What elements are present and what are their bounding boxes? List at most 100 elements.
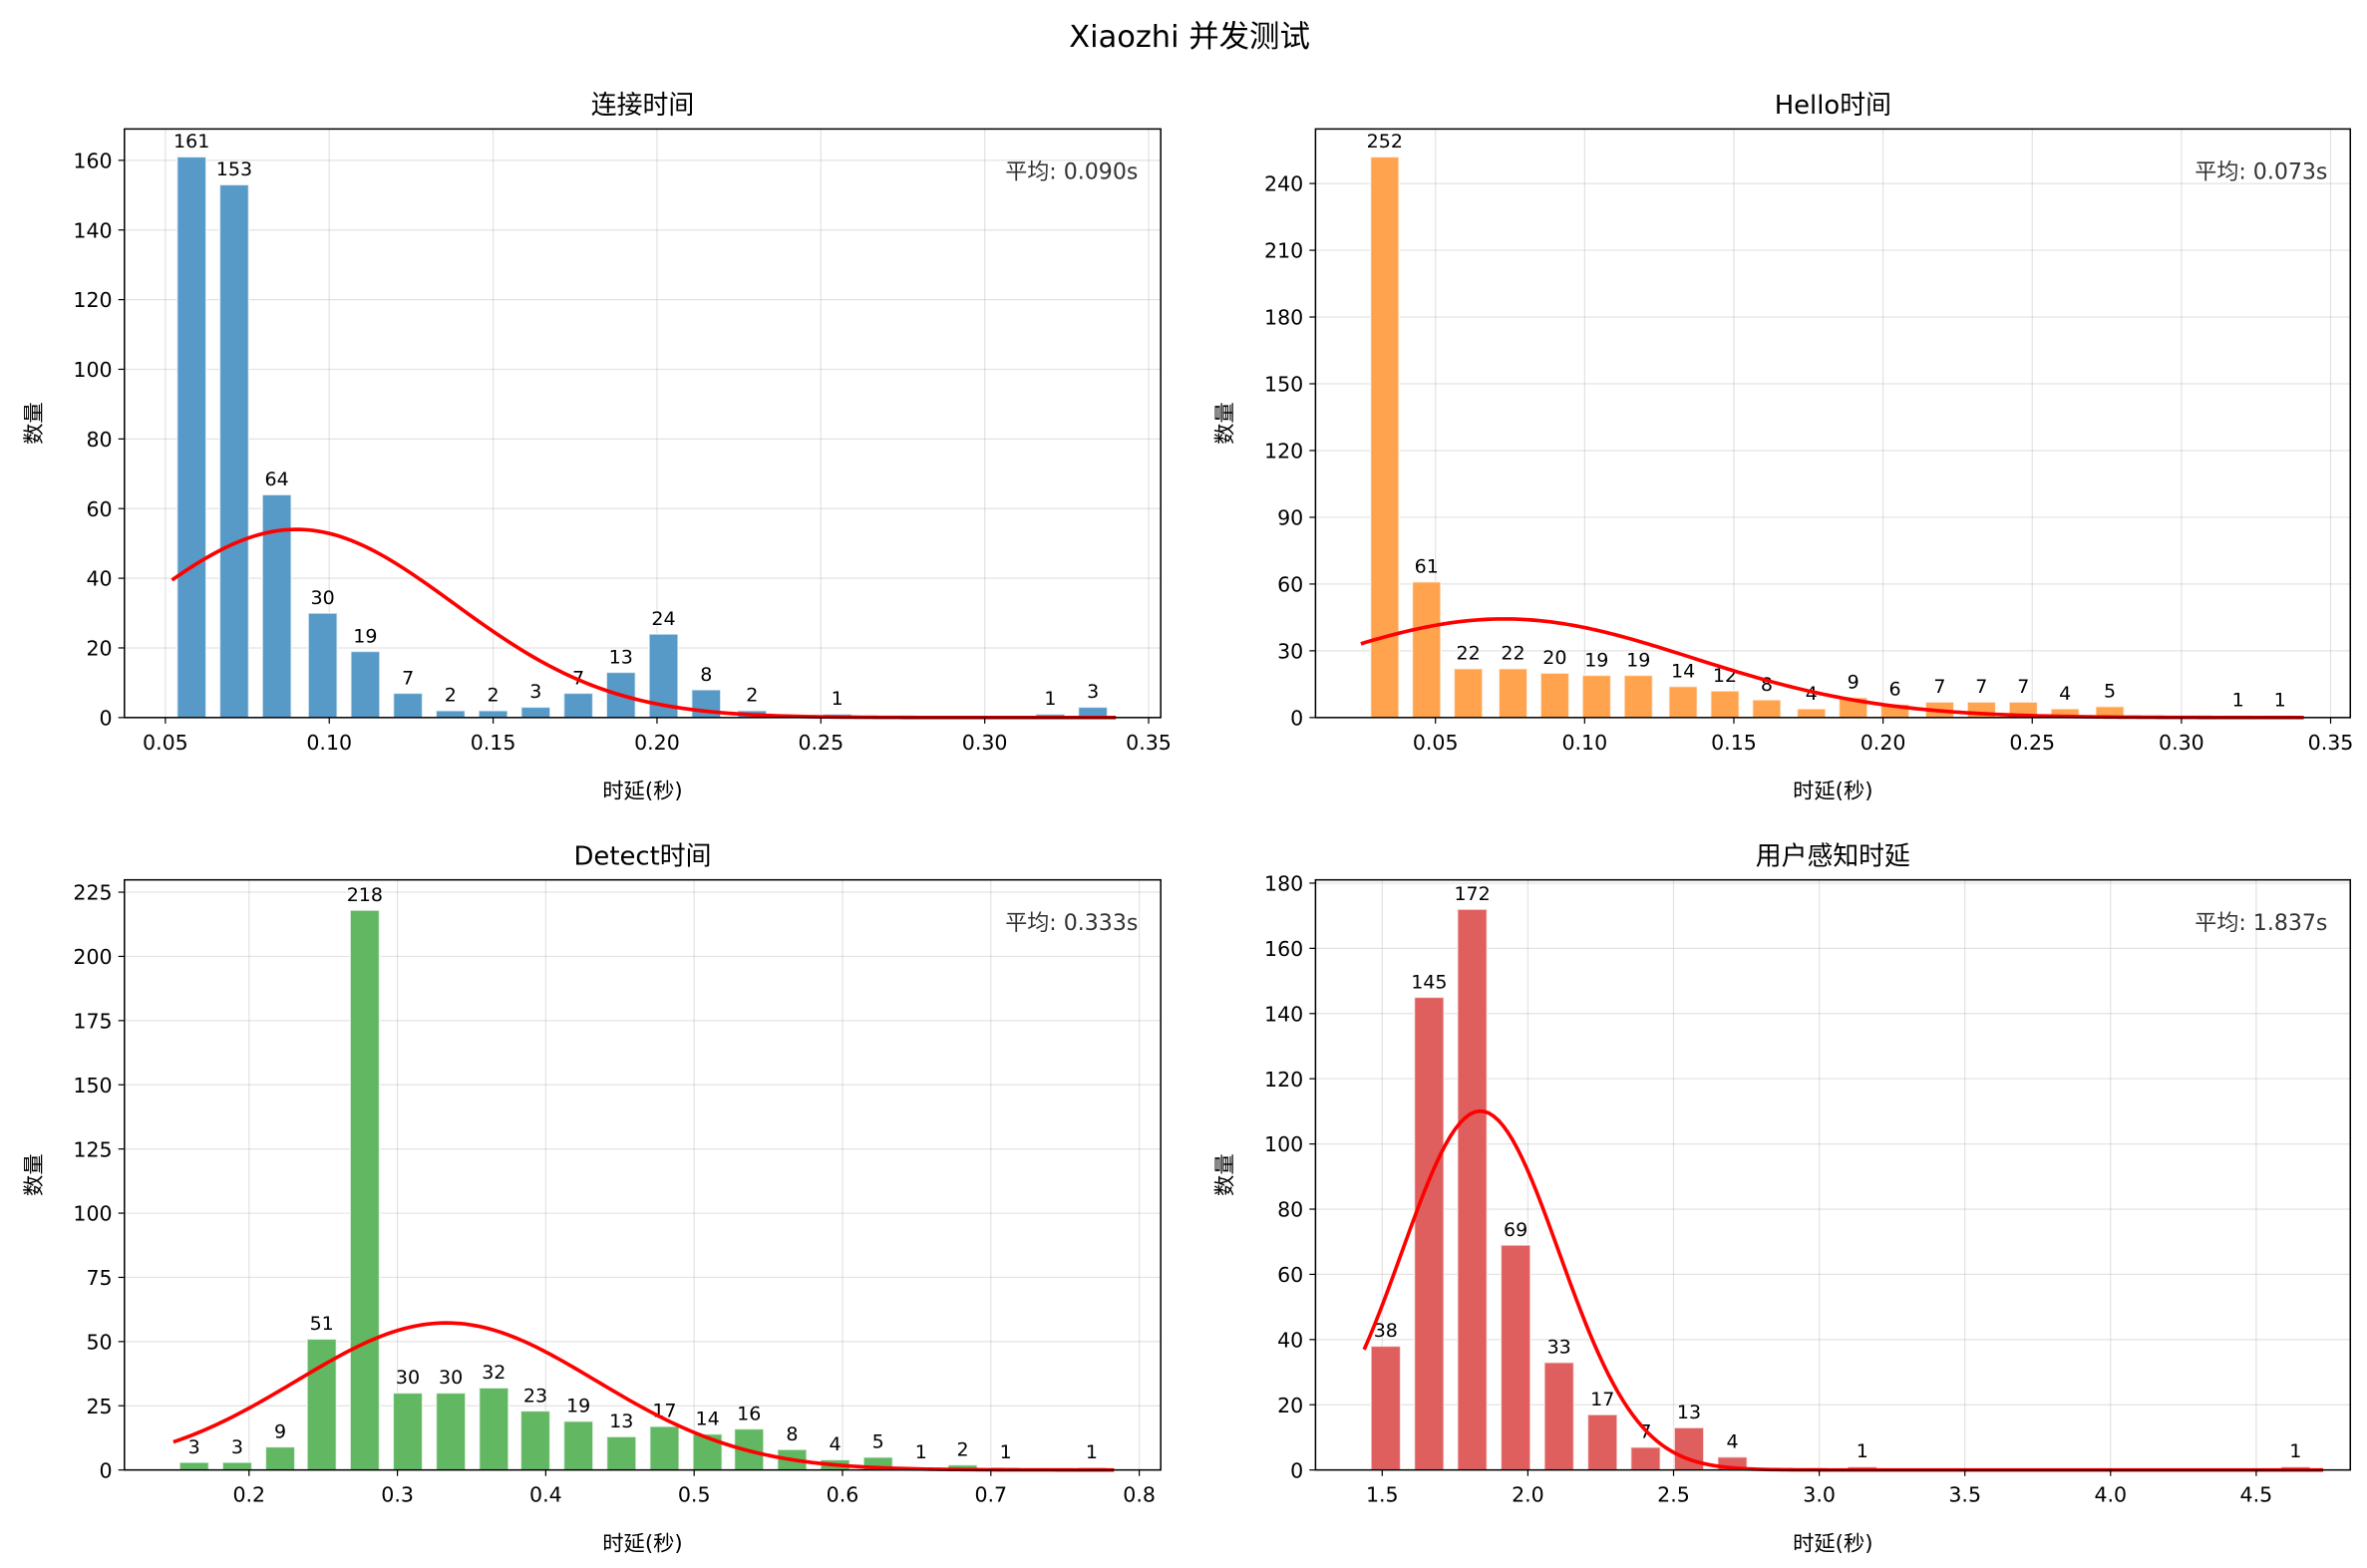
bar-value-label: 33 bbox=[1547, 1337, 1571, 1359]
bar-value-label: 1 bbox=[2289, 1440, 2301, 1462]
subplot-title: Hello时间 bbox=[1775, 91, 1891, 121]
subplot-title: 用户感知时延 bbox=[1756, 841, 1910, 871]
bar-value-label: 9 bbox=[274, 1420, 286, 1442]
y-tick-label: 90 bbox=[1277, 506, 1303, 530]
bar-value-label: 9 bbox=[1848, 672, 1860, 694]
x-tick-label: 0.2 bbox=[232, 1483, 265, 1507]
x-tick-label: 1.5 bbox=[1366, 1483, 1399, 1507]
y-tick-label: 20 bbox=[86, 637, 112, 661]
bar bbox=[1413, 996, 1445, 1471]
y-tick-label: 20 bbox=[1277, 1394, 1303, 1417]
bar-value-label: 3 bbox=[231, 1436, 243, 1458]
y-tick-label: 30 bbox=[1277, 639, 1303, 663]
x-tick-label: 3.5 bbox=[1948, 1483, 1981, 1507]
x-tick-label: 3.0 bbox=[1803, 1483, 1836, 1507]
figure-title: Xiaozhi 并发测试 bbox=[1069, 20, 1310, 55]
bar bbox=[175, 156, 207, 719]
bar-value-label: 64 bbox=[265, 469, 289, 490]
bar-value-label: 69 bbox=[1504, 1219, 1527, 1241]
y-tick-label: 160 bbox=[1264, 937, 1303, 961]
subplot-title: Detect时间 bbox=[574, 841, 712, 871]
x-tick-label: 0.15 bbox=[1711, 731, 1757, 755]
bar bbox=[264, 1445, 296, 1471]
y-axis-label: 数量 bbox=[1213, 402, 1238, 445]
bar-value-label: 3 bbox=[529, 681, 541, 703]
bar bbox=[350, 650, 381, 719]
bar-value-label: 1 bbox=[832, 688, 844, 710]
y-tick-label: 25 bbox=[86, 1395, 112, 1418]
bar bbox=[605, 1435, 637, 1471]
y-tick-label: 210 bbox=[1264, 239, 1303, 263]
bar-value-label: 20 bbox=[1542, 647, 1566, 669]
x-tick-label: 0.20 bbox=[1860, 731, 1906, 755]
x-tick-label: 0.8 bbox=[1123, 1483, 1156, 1507]
axes-frame bbox=[1314, 878, 2352, 1471]
bar-value-label: 5 bbox=[2104, 681, 2116, 703]
x-tick-label: 0.6 bbox=[827, 1483, 859, 1507]
bar-value-label: 22 bbox=[1457, 643, 1481, 665]
y-tick-label: 80 bbox=[86, 428, 112, 452]
mean-annotation: 平均: 0.333s bbox=[1005, 911, 1138, 936]
bar-value-label: 32 bbox=[482, 1362, 506, 1384]
bar-value-label: 7 bbox=[1975, 676, 1987, 698]
x-tick-label: 0.15 bbox=[471, 731, 516, 755]
y-tick-label: 180 bbox=[1264, 306, 1303, 330]
bar bbox=[349, 909, 381, 1471]
bar-value-label: 4 bbox=[1726, 1430, 1738, 1452]
x-tick-label: 0.30 bbox=[962, 731, 1008, 755]
y-tick-label: 200 bbox=[73, 945, 112, 969]
bar bbox=[519, 1410, 551, 1471]
x-tick-label: 0.05 bbox=[1413, 731, 1459, 755]
bar-value-label: 1 bbox=[1000, 1441, 1012, 1463]
bar-value-label: 7 bbox=[2017, 676, 2029, 698]
y-tick-label: 60 bbox=[1277, 573, 1303, 597]
axes-frame bbox=[124, 128, 1162, 719]
x-axis-label: 时延(秒) bbox=[1793, 1531, 1873, 1556]
bar-value-label: 2 bbox=[445, 685, 457, 707]
y-tick-label: 40 bbox=[86, 567, 112, 591]
bar bbox=[435, 1392, 467, 1471]
bar bbox=[1498, 667, 1528, 719]
bar-value-label: 13 bbox=[609, 646, 633, 668]
y-tick-label: 120 bbox=[1264, 1068, 1303, 1092]
bar bbox=[1668, 685, 1699, 719]
bar bbox=[1623, 674, 1654, 719]
bar-value-label: 1 bbox=[1086, 1441, 1098, 1463]
bar bbox=[1369, 156, 1400, 719]
bar bbox=[1709, 690, 1740, 719]
y-axis-label: 数量 bbox=[22, 1153, 47, 1196]
y-tick-label: 180 bbox=[1264, 872, 1303, 896]
bar-value-label: 4 bbox=[829, 1433, 841, 1455]
bar-value-label: 30 bbox=[396, 1367, 420, 1389]
x-tick-label: 2.0 bbox=[1512, 1483, 1544, 1507]
y-tick-label: 140 bbox=[73, 218, 112, 242]
bar-value-label: 7 bbox=[1933, 676, 1945, 698]
x-tick-label: 0.5 bbox=[678, 1483, 711, 1507]
y-tick-label: 100 bbox=[73, 358, 112, 382]
bar-value-label: 218 bbox=[347, 884, 383, 906]
x-tick-label: 0.4 bbox=[529, 1483, 562, 1507]
y-tick-label: 100 bbox=[73, 1202, 112, 1226]
bar bbox=[1370, 1345, 1402, 1471]
x-tick-label: 0.3 bbox=[381, 1483, 414, 1507]
y-tick-label: 175 bbox=[73, 1009, 112, 1033]
mean-annotation: 平均: 0.073s bbox=[2195, 160, 2327, 185]
bar bbox=[520, 706, 551, 719]
y-tick-label: 60 bbox=[86, 497, 112, 521]
bar-value-label: 4 bbox=[1806, 683, 1818, 705]
bar-value-label: 252 bbox=[1367, 131, 1403, 153]
bar-value-label: 14 bbox=[1671, 660, 1695, 682]
bar-value-label: 22 bbox=[1501, 643, 1524, 665]
y-axis-label: 数量 bbox=[1213, 1153, 1238, 1196]
bar bbox=[392, 1392, 424, 1471]
bar-value-label: 161 bbox=[173, 131, 209, 153]
bar-value-label: 19 bbox=[1584, 649, 1608, 671]
mean-annotation: 平均: 1.837s bbox=[2195, 911, 2327, 936]
y-tick-label: 75 bbox=[86, 1266, 112, 1290]
bar bbox=[435, 710, 467, 719]
bar bbox=[392, 692, 424, 719]
x-axis-label: 时延(秒) bbox=[602, 1531, 683, 1556]
bar-value-label: 145 bbox=[1411, 971, 1447, 993]
